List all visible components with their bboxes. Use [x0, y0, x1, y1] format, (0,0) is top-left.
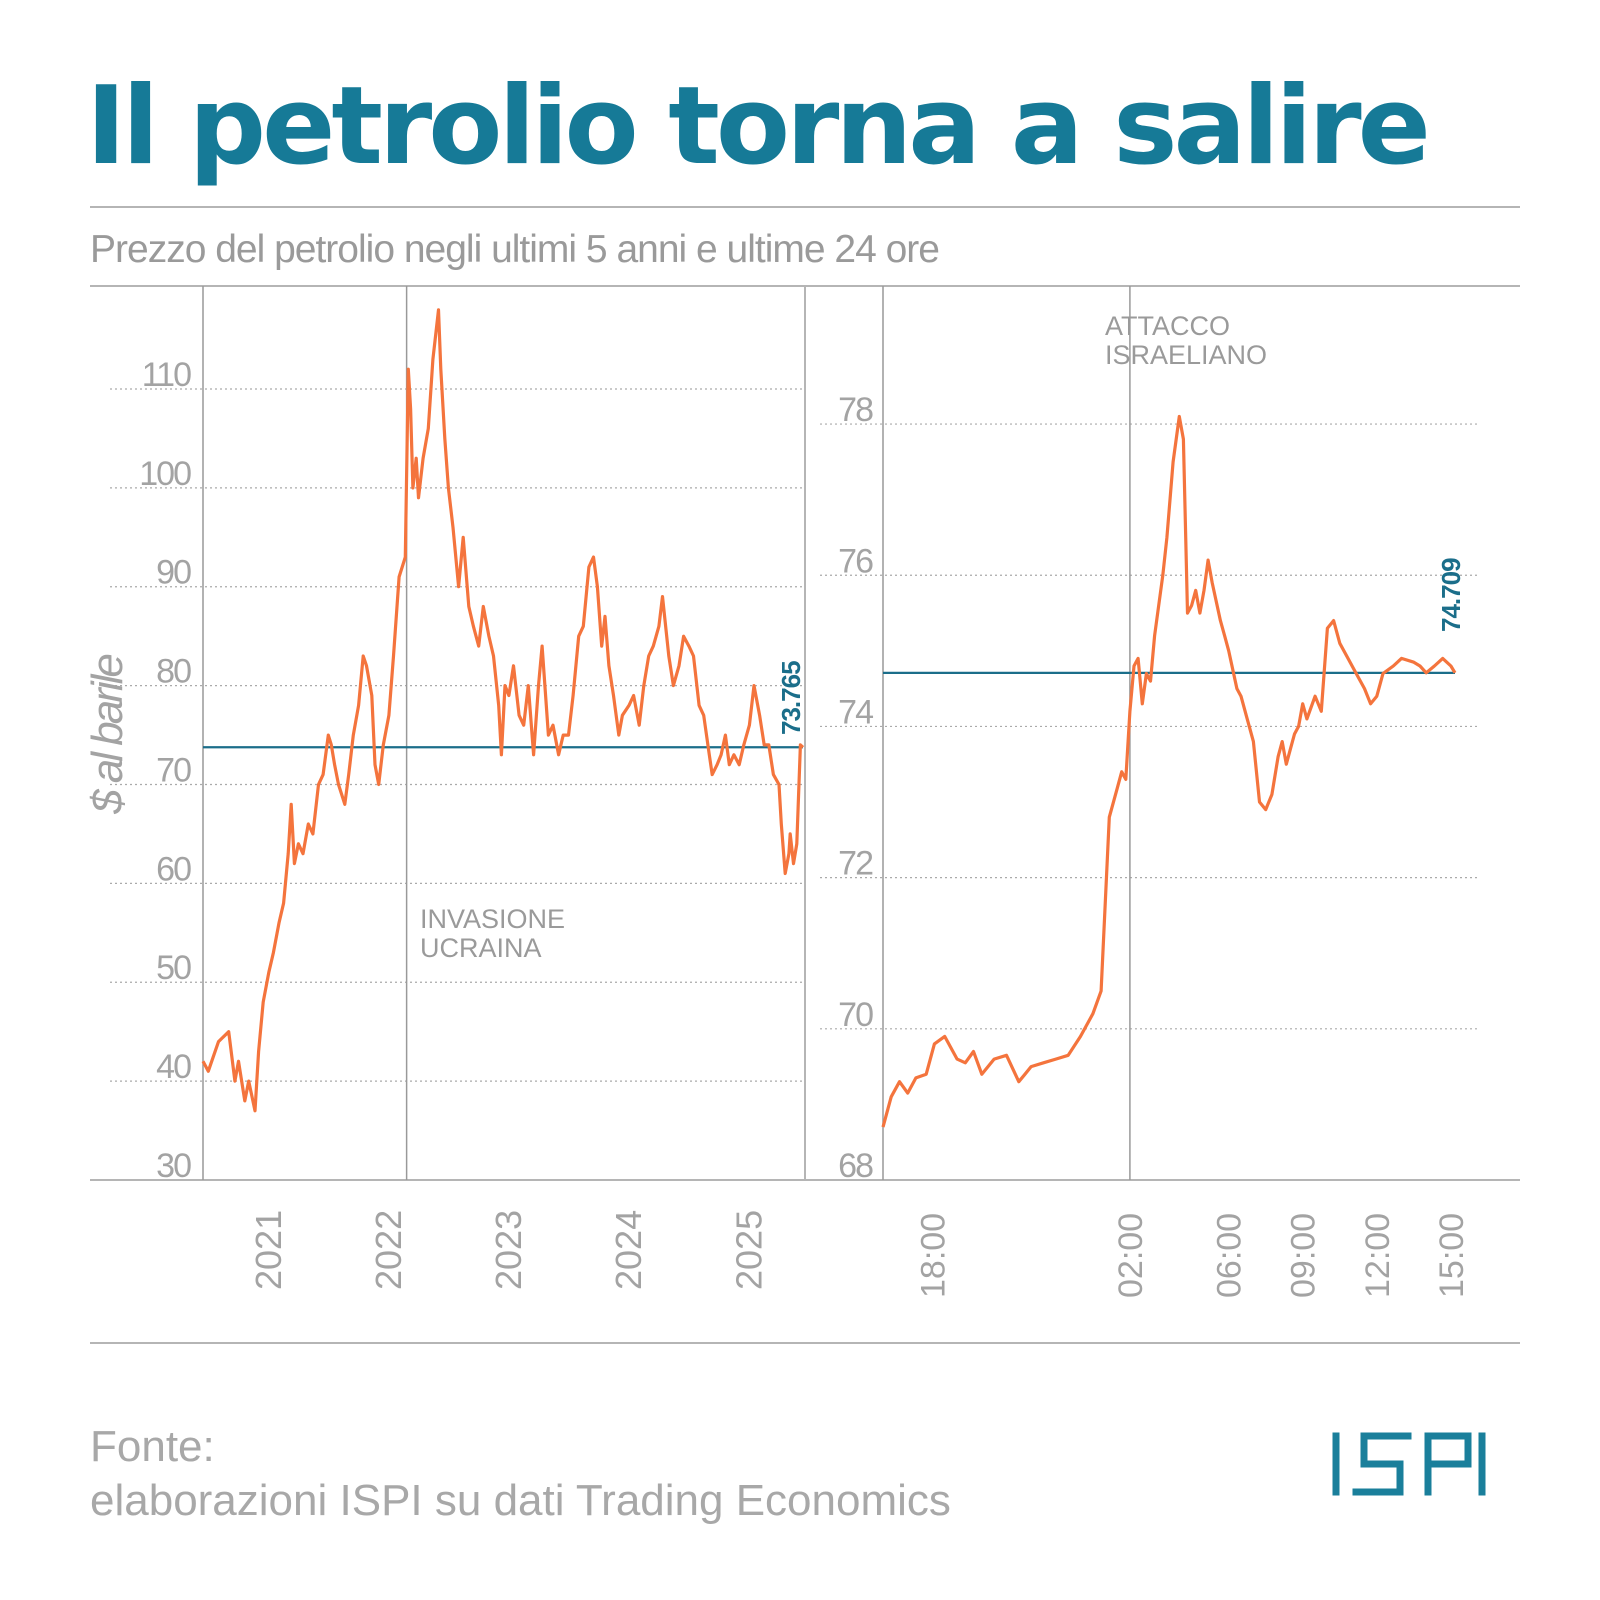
annotation-attack-line2: ISRAELIANO — [1105, 340, 1267, 370]
left-y-tick-label: 90 — [156, 554, 191, 592]
ispi-logo — [1330, 1430, 1490, 1505]
left-y-tick-label: 80 — [156, 653, 191, 691]
right-y-tick-label: 72 — [838, 845, 873, 883]
left-y-tick-label: 110 — [142, 356, 191, 394]
source-text: elaborazioni ISPI su dati Trading Econom… — [90, 1476, 951, 1525]
left-x-tick-label: 2025 — [728, 1210, 769, 1290]
left-x-tick-label: 2023 — [488, 1210, 529, 1290]
chart-subtitle: Prezzo del petrolio negli ultimi 5 anni … — [90, 228, 940, 271]
left-y-axis-label: $ al barile — [83, 655, 132, 815]
right-x-tick-label: 12:00 — [1359, 1213, 1397, 1298]
left-y-tick-label: 50 — [156, 949, 191, 987]
left-y-tick-label: 70 — [156, 751, 191, 789]
left-x-tick-label: 2021 — [248, 1210, 289, 1290]
right-y-tick-label: 74 — [838, 693, 873, 731]
right-y-tick-label: 78 — [838, 391, 873, 429]
right-price-series — [881, 414, 1457, 1128]
right-reference-value: 74.709 — [1436, 558, 1466, 632]
right-x-tick-label: 02:00 — [1112, 1213, 1150, 1298]
annotation-attack-line1: ATTACCO — [1105, 311, 1230, 341]
source-note: Fonte: elaborazioni ISPI su dati Trading… — [90, 1420, 951, 1528]
left-x-tick-label: 2024 — [608, 1210, 649, 1290]
right-x-tick-label: 06:00 — [1211, 1213, 1249, 1298]
right-x-tick-label: 18:00 — [914, 1213, 952, 1298]
right-y-tick-label: 76 — [838, 542, 873, 580]
logo-letter-s — [1352, 1432, 1412, 1496]
right-y-tick-label: 70 — [838, 996, 873, 1034]
annotation-invasion-line1: INVASIONE — [420, 904, 565, 934]
page-title: Il petrolio torna a salire — [86, 64, 1431, 189]
title-divider — [90, 206, 1520, 208]
footer-divider — [90, 1342, 1520, 1344]
left-y-tick-label: 100 — [139, 455, 191, 493]
left-reference-value: 73.765 — [776, 661, 806, 735]
source-label: Fonte: — [90, 1422, 215, 1471]
ispi-logo-mark — [1332, 1432, 1486, 1496]
left-price-series — [201, 308, 805, 1113]
left-y-tick-label: 60 — [156, 850, 191, 888]
right-x-tick-label: 09:00 — [1285, 1213, 1323, 1298]
right-y-tick-label: 68 — [838, 1147, 873, 1185]
right-x-tick-label: 15:00 — [1433, 1213, 1471, 1298]
annotation-invasion-line2: UCRAINA — [420, 933, 542, 963]
logo-letter-p — [1424, 1432, 1472, 1496]
left-y-tick-label: 40 — [156, 1048, 191, 1086]
left-x-tick-label: 2022 — [368, 1210, 409, 1290]
left-y-tick-label: 30 — [156, 1147, 191, 1185]
